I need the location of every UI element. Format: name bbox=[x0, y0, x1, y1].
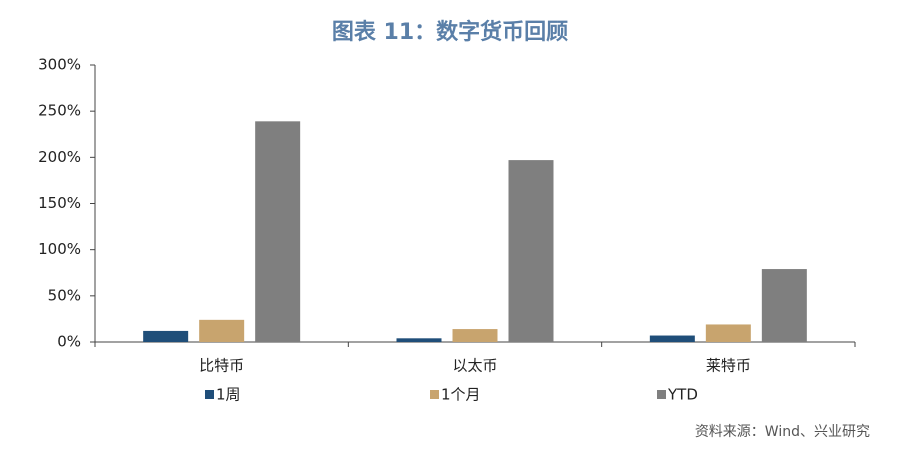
legend-label: 1个月 bbox=[441, 386, 481, 404]
source-note: 资料来源：Wind、兴业研究 bbox=[695, 424, 870, 440]
legend-label: 1周 bbox=[216, 386, 241, 404]
legend-swatch bbox=[430, 390, 439, 399]
bar bbox=[255, 121, 301, 342]
y-tick-label: 200% bbox=[38, 148, 81, 166]
bar bbox=[452, 329, 498, 342]
x-tick-label: 以太币 bbox=[452, 357, 497, 375]
x-tick-label: 比特币 bbox=[199, 357, 244, 375]
y-tick-label: 0% bbox=[57, 333, 81, 351]
bar bbox=[705, 324, 751, 342]
x-tick-label: 莱特币 bbox=[706, 357, 751, 375]
bar bbox=[508, 160, 554, 342]
legend-swatch bbox=[657, 390, 666, 399]
y-tick-label: 100% bbox=[38, 240, 81, 258]
bar bbox=[199, 319, 245, 342]
legend-swatch bbox=[205, 390, 214, 399]
bar bbox=[761, 269, 807, 342]
bar bbox=[143, 330, 189, 342]
y-tick-label: 50% bbox=[48, 286, 81, 304]
y-tick-label: 150% bbox=[38, 194, 81, 212]
bar bbox=[649, 335, 695, 342]
chart-title: 图表 11：数字货币回顾 bbox=[332, 19, 568, 45]
y-tick-label: 300% bbox=[38, 56, 81, 74]
legend-label: YTD bbox=[667, 386, 698, 404]
y-tick-label: 250% bbox=[38, 102, 81, 120]
bar bbox=[396, 338, 442, 342]
